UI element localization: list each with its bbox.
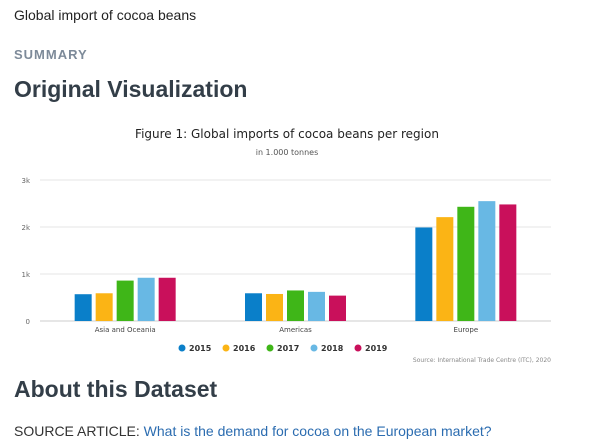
source-article: SOURCE ARTICLE: What is the demand for c… <box>14 423 492 439</box>
legend-marker <box>222 344 230 352</box>
legend-marker <box>354 344 362 352</box>
y-tick-label: 2k <box>21 224 30 232</box>
bar-2015-asia-and-oceania[interactable] <box>74 294 92 321</box>
bars <box>74 201 517 321</box>
bar-2016-asia-and-oceania[interactable] <box>95 293 113 321</box>
bar-chart: Figure 1: Global imports of cocoa beans … <box>21 127 551 364</box>
legend-item-2019[interactable]: 2019 <box>365 344 388 353</box>
y-axis-ticks: 0 1k 2k 3k <box>21 177 30 326</box>
bar-2018-europe[interactable] <box>478 201 496 321</box>
x-tick-label: Asia and Oceania <box>95 326 156 334</box>
bar-2018-americas[interactable] <box>308 291 325 321</box>
bar-2016-americas[interactable] <box>266 293 283 321</box>
x-tick-label: Europe <box>454 326 479 334</box>
bar-2017-europe[interactable] <box>457 206 475 321</box>
legend-item-2015[interactable]: 2015 <box>189 344 212 353</box>
visualization-heading: Original Visualization <box>14 76 248 102</box>
legend-item-2017[interactable]: 2017 <box>277 344 299 353</box>
chart-container: Figure 1: Global imports of cocoa beans … <box>0 118 602 370</box>
page-title: Global import of cocoa beans <box>14 7 197 23</box>
bar-2019-europe[interactable] <box>499 204 517 321</box>
source-article-label: SOURCE ARTICLE: <box>14 423 144 439</box>
legend-marker <box>266 344 274 352</box>
chart-source: Source: International Trade Centre (ITC)… <box>413 357 551 364</box>
bar-2019-americas[interactable] <box>329 295 346 321</box>
y-tick-label: 0 <box>26 318 30 326</box>
source-article-link[interactable]: What is the demand for cocoa on the Euro… <box>143 423 492 439</box>
x-tick-label: Americas <box>279 326 312 334</box>
legend-item-2016[interactable]: 2016 <box>233 344 256 353</box>
bar-2017-asia-and-oceania[interactable] <box>116 280 134 321</box>
y-tick-label: 1k <box>21 271 30 279</box>
about-heading: About this Dataset <box>14 376 218 402</box>
bar-2018-asia-and-oceania[interactable] <box>137 277 155 321</box>
legend: 2015 2016 2017 2018 2019 <box>178 344 388 353</box>
legend-item-2018[interactable]: 2018 <box>321 344 344 353</box>
x-axis-ticks: Asia and Oceania Americas Europe <box>95 326 478 334</box>
legend-marker <box>310 344 318 352</box>
chart-title: Figure 1: Global imports of cocoa beans … <box>135 127 439 141</box>
y-tick-label: 3k <box>21 177 30 185</box>
bar-2015-americas[interactable] <box>245 293 262 321</box>
chart-subtitle: in 1.000 tonnes <box>256 148 319 157</box>
section-label: SUMMARY <box>14 47 88 62</box>
bar-2017-americas[interactable] <box>287 290 304 321</box>
legend-marker <box>178 344 186 352</box>
bar-2016-europe[interactable] <box>436 217 454 321</box>
bar-2019-asia-and-oceania[interactable] <box>158 277 176 321</box>
bar-2015-europe[interactable] <box>415 227 433 321</box>
